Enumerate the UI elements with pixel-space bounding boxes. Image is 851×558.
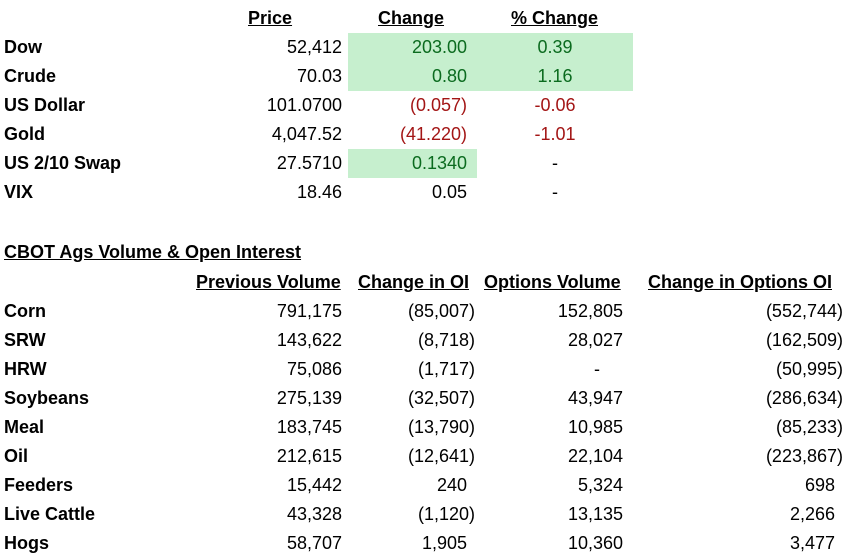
prev-volume: 275,139	[276, 388, 342, 408]
prev-volume-header: Previous Volume	[196, 272, 341, 292]
cbot-row-oil: Oil 212,615 (12,641) 22,104 (223,867)	[0, 442, 851, 471]
markets-header-row: Price Change % Change	[0, 4, 851, 33]
market-pct-change: 1.16	[477, 62, 633, 91]
change-options-oi: 3,477	[789, 533, 835, 553]
market-name: US Dollar	[4, 95, 86, 115]
market-change: (0.057)	[409, 95, 467, 115]
options-volume: 43,947	[567, 388, 623, 408]
market-name: US 2/10 Swap	[4, 153, 122, 173]
change-options-oi: 2,266	[789, 504, 835, 524]
options-volume: 152,805	[557, 301, 623, 321]
options-volume: 5,324	[577, 475, 623, 495]
prev-volume: 212,615	[276, 446, 342, 466]
section-title: CBOT Ags Volume & Open Interest	[4, 242, 302, 262]
price-header: Price	[248, 8, 293, 28]
pct-change-header: % Change	[511, 8, 599, 28]
cbot-row-hrw: HRW 75,086 (1,717) - (50,995)	[0, 355, 851, 384]
commodity-name: SRW	[4, 330, 46, 350]
market-row-crude: Crude 70.03 0.80 1.16	[0, 62, 851, 91]
market-change: 0.1340	[348, 149, 477, 178]
prev-volume: 15,442	[286, 475, 342, 495]
market-price: 70.03	[296, 66, 342, 86]
market-name: Dow	[4, 37, 42, 57]
change-oi: (1,717)	[417, 359, 475, 379]
options-volume-header: Options Volume	[484, 272, 621, 292]
change-oi: 1,905	[421, 533, 467, 553]
market-price: 101.0700	[266, 95, 342, 115]
change-options-oi: (162,509)	[765, 330, 843, 350]
market-pct-change: -0.06	[534, 95, 576, 115]
cbot-title-row: CBOT Ags Volume & Open Interest	[0, 238, 851, 267]
change-options-oi: (85,233)	[775, 417, 843, 437]
cbot-row-corn: Corn 791,175 (85,007) 152,805 (552,744)	[0, 297, 851, 326]
prev-volume: 791,175	[276, 301, 342, 321]
market-price: 27.5710	[276, 153, 342, 173]
change-oi: (12,641)	[407, 446, 475, 466]
market-name: VIX	[4, 182, 34, 202]
prev-volume: 143,622	[276, 330, 342, 350]
market-price: 18.46	[296, 182, 342, 202]
market-pct-change: 0.39	[477, 33, 633, 62]
cbot-header-row: Previous Volume Change in OI Options Vol…	[0, 268, 851, 297]
commodity-name: Meal	[4, 417, 45, 437]
change-oi: (13,790)	[407, 417, 475, 437]
options-volume: 22,104	[567, 446, 623, 466]
change-oi: (85,007)	[407, 301, 475, 321]
options-volume: 10,985	[567, 417, 623, 437]
cbot-row-live-cattle: Live Cattle 43,328 (1,120) 13,135 2,266	[0, 500, 851, 529]
market-change: 0.80	[348, 62, 477, 91]
change-options-oi: 698	[804, 475, 835, 495]
market-pct-change: -1.01	[534, 124, 576, 144]
change-oi: 240	[436, 475, 467, 495]
market-name: Gold	[4, 124, 45, 144]
options-volume: -	[594, 359, 600, 379]
commodity-name: HRW	[4, 359, 47, 379]
change-options-oi: (552,744)	[765, 301, 843, 321]
market-pct-change: -	[552, 182, 558, 202]
cbot-row-hogs: Hogs 58,707 1,905 10,360 3,477	[0, 529, 851, 558]
market-change: 0.05	[431, 182, 467, 202]
market-change: (41.220)	[399, 124, 467, 144]
market-pct-change: -	[552, 153, 558, 173]
prev-volume: 43,328	[286, 504, 342, 524]
commodity-name: Soybeans	[4, 388, 90, 408]
prev-volume: 58,707	[286, 533, 342, 553]
change-oi-header: Change in OI	[358, 272, 470, 292]
change-oi: (1,120)	[417, 504, 475, 524]
change-oi: (8,718)	[417, 330, 475, 350]
market-row-vix: VIX 18.46 0.05 -	[0, 178, 851, 207]
options-volume: 10,360	[567, 533, 623, 553]
market-row-us-dollar: US Dollar 101.0700 (0.057) -0.06	[0, 91, 851, 120]
commodity-name: Hogs	[4, 533, 49, 553]
market-change: 203.00	[348, 33, 477, 62]
prev-volume: 183,745	[276, 417, 342, 437]
change-oi: (32,507)	[407, 388, 475, 408]
change-options-oi-header: Change in Options OI	[648, 272, 832, 292]
market-row-dow: Dow 52,412 203.00 0.39	[0, 33, 851, 62]
market-name: Crude	[4, 66, 57, 86]
prev-volume: 75,086	[286, 359, 342, 379]
options-volume: 13,135	[567, 504, 623, 524]
market-price: 4,047.52	[271, 124, 342, 144]
market-price: 52,412	[286, 37, 342, 57]
market-row-gold: Gold 4,047.52 (41.220) -1.01	[0, 120, 851, 149]
cbot-row-srw: SRW 143,622 (8,718) 28,027 (162,509)	[0, 326, 851, 355]
commodity-name: Live Cattle	[4, 504, 96, 524]
change-options-oi: (50,995)	[775, 359, 843, 379]
commodity-name: Corn	[4, 301, 46, 321]
commodity-name: Oil	[4, 446, 29, 466]
market-row-us-2-10-swap: US 2/10 Swap 27.5710 0.1340 -	[0, 149, 851, 178]
cbot-row-feeders: Feeders 15,442 240 5,324 698	[0, 471, 851, 500]
cbot-row-meal: Meal 183,745 (13,790) 10,985 (85,233)	[0, 413, 851, 442]
change-options-oi: (286,634)	[765, 388, 843, 408]
options-volume: 28,027	[567, 330, 623, 350]
commodity-name: Feeders	[4, 475, 74, 495]
cbot-row-soybeans: Soybeans 275,139 (32,507) 43,947 (286,63…	[0, 384, 851, 413]
change-options-oi: (223,867)	[765, 446, 843, 466]
change-header: Change	[378, 8, 445, 28]
